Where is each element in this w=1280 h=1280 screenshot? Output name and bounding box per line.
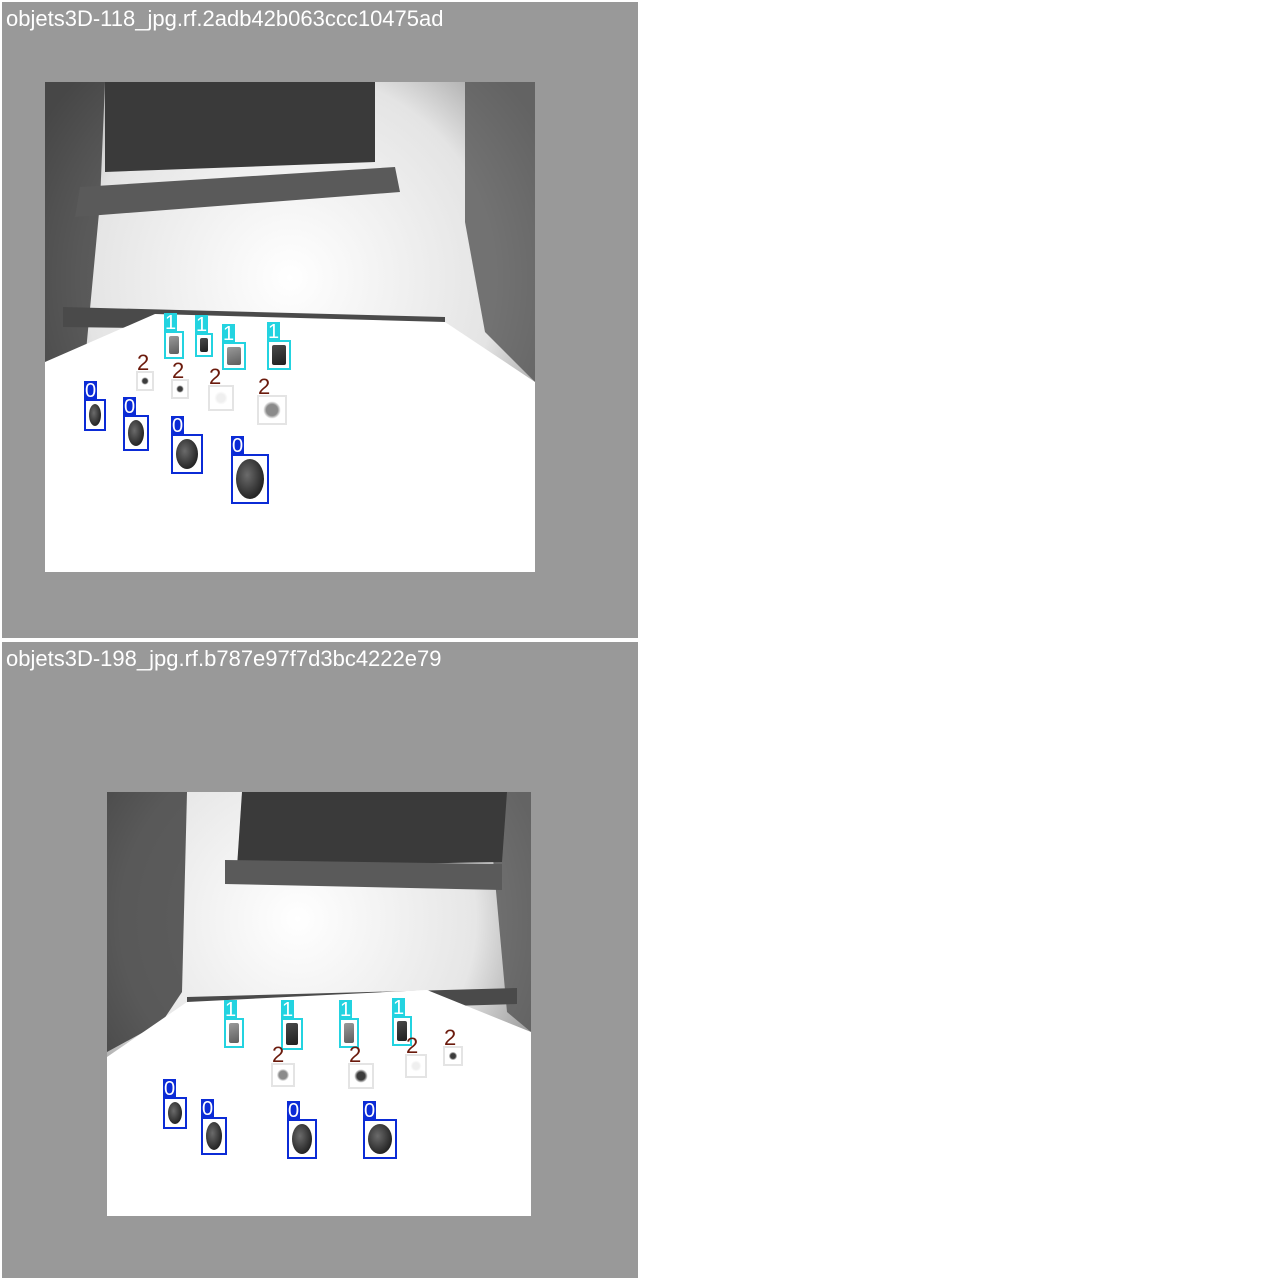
detection-box: 2 xyxy=(257,376,287,425)
detection-box: 0 xyxy=(123,397,149,451)
annotated-photo: 1 1 1 1 2 2 2 2 xyxy=(107,792,531,1216)
detection-box: 0 xyxy=(84,381,106,431)
class-label: 1 xyxy=(392,997,406,1019)
object-cube xyxy=(272,345,286,365)
class-label: 1 xyxy=(195,314,209,336)
class-label: 2 xyxy=(444,1025,457,1050)
class-label: 2 xyxy=(172,358,185,383)
detection-box: 0 xyxy=(363,1101,397,1159)
detection-box: 2 xyxy=(171,360,189,399)
detection-box: 1 xyxy=(392,998,412,1046)
class-label: 1 xyxy=(281,999,295,1021)
room-scene-image xyxy=(45,82,535,572)
object-cube xyxy=(229,1023,239,1043)
class-label: 0 xyxy=(287,1100,301,1122)
image-tile: objets3D-118_jpg.rf.2adb42b063ccc10475ad… xyxy=(2,2,638,638)
detection-box: 1 xyxy=(164,313,184,359)
class-label: 0 xyxy=(171,415,185,437)
class-label: 0 xyxy=(231,435,245,457)
class-label: 2 xyxy=(406,1033,419,1058)
class-label: 0 xyxy=(201,1098,215,1120)
detection-box: 2 xyxy=(208,366,234,411)
detection-box: 1 xyxy=(339,1000,359,1048)
detection-box: 0 xyxy=(163,1079,187,1129)
class-label: 1 xyxy=(164,312,178,334)
object-star xyxy=(213,390,229,406)
object-cube xyxy=(344,1023,354,1043)
detection-box: 1 xyxy=(267,322,291,370)
class-label: 0 xyxy=(123,396,137,418)
object-star xyxy=(176,384,184,394)
detection-box: 1 xyxy=(195,315,213,357)
class-label: 0 xyxy=(84,380,98,402)
class-label: 2 xyxy=(349,1042,362,1067)
image-tile: objets3D-198_jpg.rf.b787e97f7d3bc4222e79… xyxy=(2,642,638,1278)
annotated-photo: 1 1 1 1 2 2 2 2 xyxy=(45,82,535,572)
room-scene-image xyxy=(107,792,531,1216)
object-ball xyxy=(89,404,101,426)
class-label: 1 xyxy=(222,323,236,345)
detection-box: 0 xyxy=(287,1101,317,1159)
class-label: 2 xyxy=(137,350,150,375)
object-ball xyxy=(368,1124,392,1154)
class-label: 0 xyxy=(163,1078,177,1100)
class-label: 2 xyxy=(272,1042,285,1067)
object-ball xyxy=(236,459,264,499)
class-label: 1 xyxy=(339,999,353,1021)
detection-box: 2 xyxy=(348,1044,374,1089)
object-star xyxy=(448,1051,458,1061)
object-cube xyxy=(200,338,208,352)
object-star xyxy=(410,1059,422,1073)
image-filename: objets3D-118_jpg.rf.2adb42b063ccc10475ad xyxy=(6,6,444,31)
class-label: 1 xyxy=(267,321,281,343)
image-filename: objets3D-198_jpg.rf.b787e97f7d3bc4222e79 xyxy=(6,646,442,671)
object-star xyxy=(262,400,282,420)
detection-box: 2 xyxy=(443,1027,463,1066)
object-cube xyxy=(397,1021,407,1041)
class-label: 0 xyxy=(363,1100,377,1122)
detection-box: 2 xyxy=(271,1044,295,1087)
detection-box: 0 xyxy=(201,1099,227,1155)
object-cube xyxy=(286,1023,298,1045)
class-label: 1 xyxy=(224,999,238,1021)
object-ball xyxy=(206,1122,222,1150)
object-ball xyxy=(128,420,144,446)
class-label: 2 xyxy=(209,364,222,389)
object-ball xyxy=(292,1124,312,1154)
object-star xyxy=(353,1068,369,1084)
detection-box: 1 xyxy=(281,1000,303,1050)
detection-box: 2 xyxy=(136,352,154,391)
detection-box: 0 xyxy=(171,416,203,474)
object-cube xyxy=(227,347,241,365)
object-ball xyxy=(168,1102,182,1124)
detection-box: 0 xyxy=(231,436,269,504)
class-label: 2 xyxy=(258,374,271,399)
object-ball xyxy=(176,439,198,469)
detection-box: 2 xyxy=(405,1035,427,1078)
object-star xyxy=(141,376,149,386)
object-cube xyxy=(169,336,179,354)
object-star xyxy=(276,1068,290,1082)
detection-box: 1 xyxy=(224,1000,244,1048)
detection-box: 1 xyxy=(222,324,246,370)
